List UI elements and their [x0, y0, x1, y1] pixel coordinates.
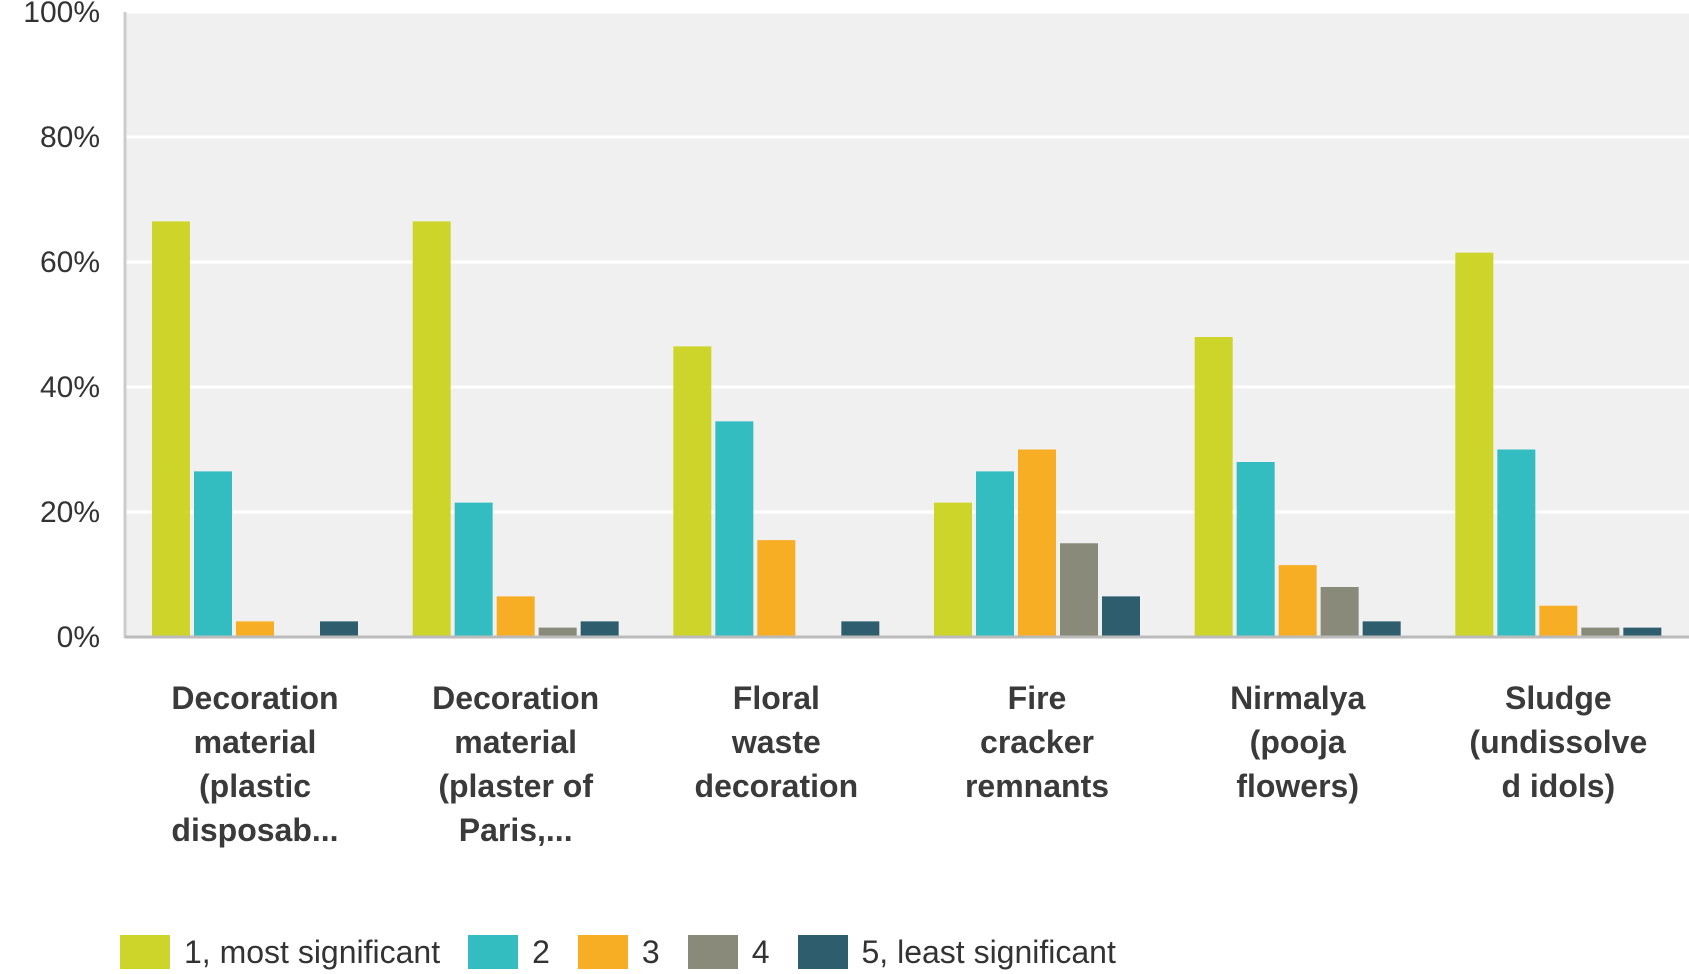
bar — [1320, 587, 1359, 637]
bar — [496, 596, 535, 637]
legend-label: 2 — [532, 933, 550, 970]
gridlines — [125, 10, 1689, 514]
legend-label: 4 — [751, 933, 770, 970]
y-tick-label: 100% — [23, 0, 100, 29]
legend-swatch — [120, 935, 170, 969]
bar — [194, 471, 232, 637]
legend-label: 5, least significant — [861, 933, 1116, 970]
bar — [1455, 252, 1494, 637]
bar — [976, 471, 1014, 637]
bar — [580, 621, 619, 637]
bar — [1278, 565, 1317, 637]
legend-swatch — [468, 935, 519, 969]
legend-label: 3 — [641, 933, 660, 970]
y-tick-label: 80% — [40, 121, 100, 154]
bar — [715, 421, 754, 637]
category-label: Sludge (undissolve d idols) — [1469, 680, 1648, 804]
bars — [152, 221, 1662, 637]
bar — [1236, 462, 1275, 637]
y-tick-label: 60% — [40, 246, 100, 279]
legend-swatch — [797, 935, 848, 969]
legend-swatch — [577, 935, 628, 969]
bar — [757, 540, 796, 637]
bar — [841, 621, 880, 637]
legend-item: 2 — [468, 934, 550, 971]
category-label: Floral waste decoration — [694, 680, 859, 804]
bar — [1194, 337, 1233, 637]
bar — [1018, 449, 1056, 637]
bar — [673, 346, 712, 637]
bar — [538, 627, 577, 637]
bar — [934, 502, 972, 637]
y-tick-labels: 0% 20% 40% 60% 80% 100% — [23, 0, 100, 654]
bar — [236, 621, 274, 637]
bar — [1539, 605, 1578, 637]
bar — [1497, 449, 1536, 637]
plot-background — [125, 12, 1689, 636]
category-label: Decoration material (plastic disposab... — [171, 680, 339, 848]
bar — [1102, 596, 1140, 637]
bar — [1362, 621, 1401, 637]
category-label: Decoration material (plaster of Paris,..… — [432, 680, 600, 848]
legend: 1, most significant 2 3 4 5, least significa… — [120, 930, 1144, 974]
legend-label: 1, most significant — [184, 933, 441, 970]
bar — [320, 621, 358, 637]
bar-chart: 0% 20% 40% 60% 80% 100% — [23, 0, 1689, 654]
legend-item: 1, most significant — [120, 934, 440, 971]
legend-item: 4 — [687, 933, 770, 971]
bar — [152, 221, 190, 637]
bar — [1060, 543, 1098, 637]
y-tick-label: 20% — [40, 496, 100, 529]
category-label: Nirmalya (pooja flowers) — [1230, 680, 1366, 804]
legend-swatch — [687, 935, 738, 969]
bar — [412, 221, 451, 637]
bar — [454, 502, 493, 637]
legend-item: 3 — [577, 933, 660, 971]
y-tick-label: 40% — [40, 371, 100, 404]
bar — [1623, 627, 1662, 637]
category-label: Fire cracker remnants — [964, 680, 1110, 804]
bar — [1581, 627, 1620, 637]
legend-item: 5, least significant — [797, 933, 1116, 971]
y-tick-label: 0% — [57, 621, 100, 654]
